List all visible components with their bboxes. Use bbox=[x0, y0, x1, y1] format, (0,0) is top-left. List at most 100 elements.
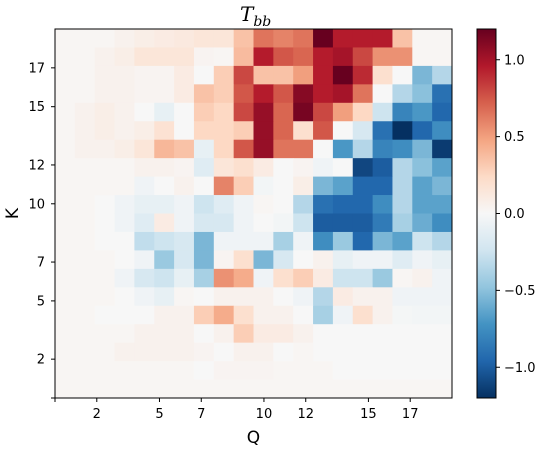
heatmap-cell bbox=[114, 305, 135, 325]
heatmap-cell bbox=[134, 324, 155, 344]
heatmap-cell bbox=[233, 158, 254, 177]
heatmap-cell bbox=[213, 139, 235, 159]
heatmap-cell bbox=[372, 231, 393, 251]
heatmap-cell bbox=[55, 84, 76, 104]
heatmap-cell bbox=[392, 268, 413, 288]
heatmap-cell bbox=[412, 195, 433, 214]
heatmap-cell bbox=[273, 342, 294, 362]
heatmap-cell bbox=[233, 379, 254, 399]
heatmap-cell bbox=[174, 65, 195, 85]
heatmap-cell bbox=[313, 102, 334, 122]
heatmap-cell bbox=[372, 287, 393, 307]
heatmap-cell bbox=[134, 250, 155, 270]
x-tick-label: 2 bbox=[93, 407, 101, 422]
heatmap-cell bbox=[293, 121, 314, 141]
heatmap-cell bbox=[94, 176, 115, 196]
heatmap-cell bbox=[154, 305, 175, 325]
heatmap-cell bbox=[193, 158, 215, 177]
heatmap-cell bbox=[372, 213, 393, 233]
x-axis-ticks: 2 5 7 10 12 15 17 bbox=[54, 398, 418, 422]
heatmap-cell bbox=[114, 268, 135, 288]
heatmap-cell bbox=[74, 158, 96, 177]
heatmap-cell bbox=[332, 305, 354, 325]
heatmap-cell bbox=[253, 379, 274, 399]
heatmap-cell bbox=[174, 361, 195, 380]
heatmap-cell bbox=[412, 268, 433, 288]
heatmap-cell bbox=[174, 29, 195, 48]
heatmap-cell bbox=[253, 305, 274, 325]
heatmap-cell bbox=[392, 84, 413, 104]
heatmap-cell bbox=[114, 324, 135, 344]
heatmap-cell bbox=[392, 65, 413, 85]
heatmap-cell bbox=[213, 158, 235, 177]
heatmap-cell bbox=[134, 158, 155, 177]
heatmap-cell bbox=[55, 139, 76, 159]
heatmap-cell bbox=[432, 121, 453, 141]
heatmap-cell bbox=[154, 84, 175, 104]
heatmap-cell bbox=[213, 121, 235, 141]
heatmap-cells bbox=[55, 29, 453, 399]
heatmap-cell bbox=[233, 47, 254, 67]
heatmap-cell bbox=[293, 361, 314, 380]
heatmap-cell bbox=[233, 121, 254, 141]
heatmap-cell bbox=[392, 139, 413, 159]
heatmap-cell bbox=[55, 287, 76, 307]
heatmap-cell bbox=[273, 268, 294, 288]
heatmap-cell bbox=[233, 342, 254, 362]
heatmap-cell bbox=[253, 250, 274, 270]
heatmap-cell bbox=[174, 121, 195, 141]
heatmap-cell bbox=[332, 29, 354, 48]
heatmap-cell bbox=[352, 65, 373, 85]
heatmap-cell bbox=[193, 65, 215, 85]
heatmap-cell bbox=[114, 84, 135, 104]
heatmap-cell bbox=[154, 176, 175, 196]
heatmap-cell bbox=[253, 213, 274, 233]
heatmap-cell bbox=[372, 47, 393, 67]
heatmap-cell bbox=[94, 213, 115, 233]
heatmap-cell bbox=[55, 121, 76, 141]
heatmap-cell bbox=[412, 250, 433, 270]
heatmap-cell bbox=[392, 342, 413, 362]
y-axis-ticks: 2 5 7 10 12 15 17 bbox=[28, 61, 55, 399]
heatmap-cell bbox=[94, 250, 115, 270]
heatmap-cell bbox=[273, 102, 294, 122]
heatmap-cell bbox=[352, 268, 373, 288]
heatmap-cell bbox=[94, 361, 115, 380]
heatmap-cell bbox=[293, 324, 314, 344]
heatmap-cell bbox=[74, 29, 96, 48]
heatmap-cell bbox=[213, 29, 235, 48]
heatmap-cell bbox=[94, 139, 115, 159]
heatmap-cell bbox=[55, 102, 76, 122]
heatmap-cell bbox=[332, 47, 354, 67]
heatmap-cell bbox=[412, 29, 433, 48]
heatmap-cell bbox=[332, 121, 354, 141]
heatmap-cell bbox=[412, 158, 433, 177]
heatmap-cell bbox=[352, 139, 373, 159]
heatmap-cell bbox=[293, 139, 314, 159]
heatmap-cell bbox=[174, 287, 195, 307]
heatmap-cell bbox=[114, 379, 135, 399]
heatmap-cell bbox=[74, 213, 96, 233]
heatmap-cell bbox=[273, 139, 294, 159]
heatmap-cell bbox=[332, 158, 354, 177]
heatmap-cell bbox=[74, 47, 96, 67]
heatmap-cell bbox=[253, 158, 274, 177]
heatmap-cell bbox=[432, 29, 453, 48]
heatmap-cell bbox=[193, 47, 215, 67]
heatmap-cell bbox=[273, 84, 294, 104]
heatmap-cell bbox=[392, 361, 413, 380]
heatmap-cell bbox=[154, 342, 175, 362]
heatmap-cell bbox=[293, 213, 314, 233]
heatmap-cell bbox=[213, 250, 235, 270]
heatmap-cell bbox=[432, 268, 453, 288]
colorbar-tick-label: −0.5 bbox=[504, 284, 536, 299]
heatmap-cell bbox=[134, 379, 155, 399]
heatmap-cell bbox=[94, 287, 115, 307]
heatmap-cell bbox=[432, 250, 453, 270]
x-tick-label: 5 bbox=[155, 407, 163, 422]
heatmap-cell bbox=[273, 305, 294, 325]
heatmap-cell bbox=[154, 47, 175, 67]
heatmap-cell bbox=[372, 121, 393, 141]
heatmap-cell bbox=[55, 342, 76, 362]
heatmap-cell bbox=[352, 176, 373, 196]
